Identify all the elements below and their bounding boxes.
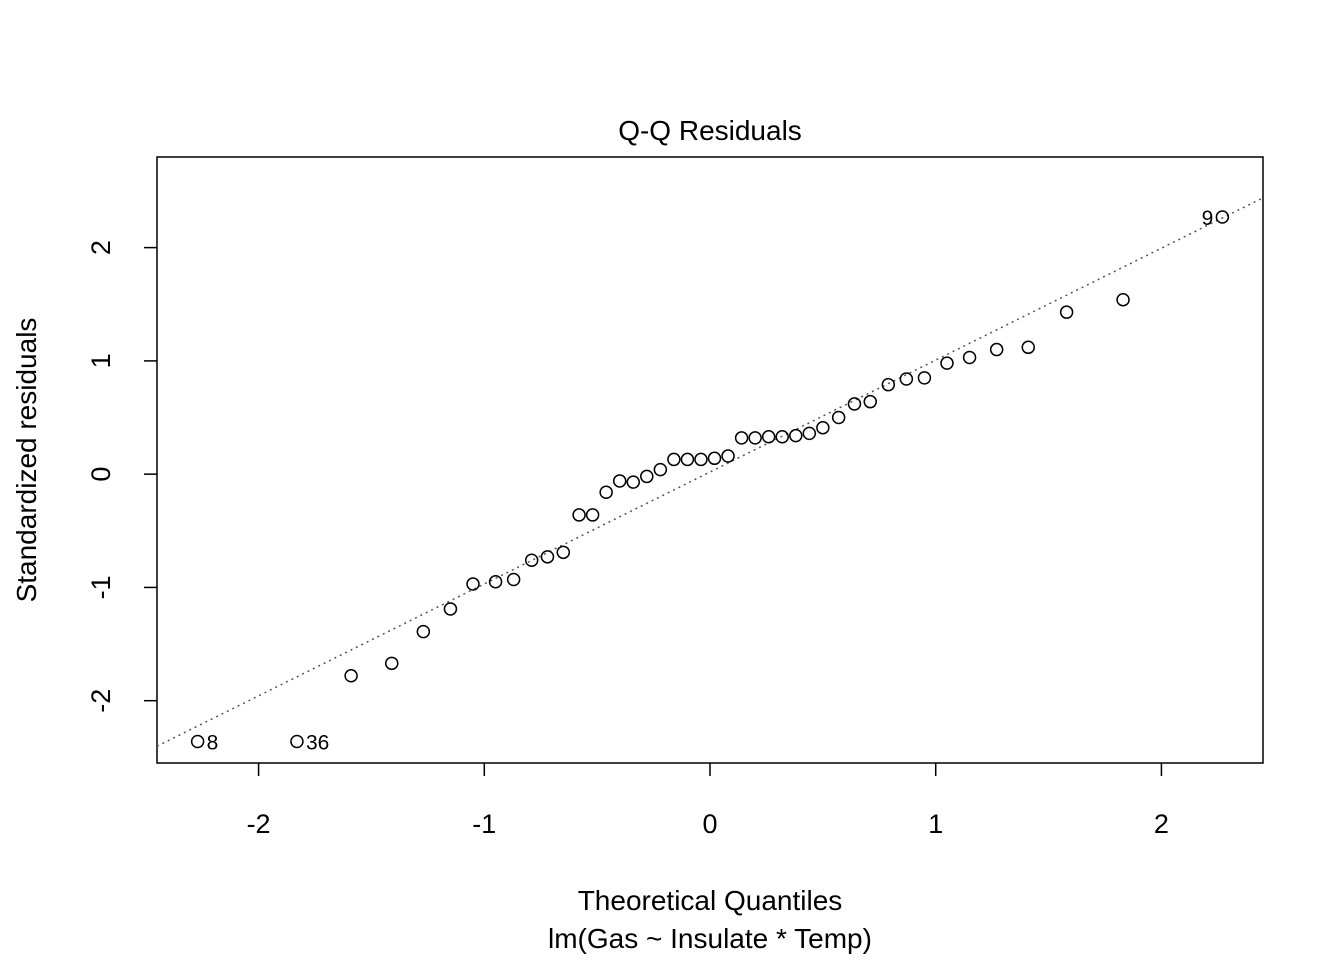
data-point (748, 431, 762, 445)
reference-line (156, 197, 1264, 747)
data-point (443, 602, 458, 616)
x-tick-label: -1 (472, 809, 496, 839)
x-axis: -2 -1 0 1 2 (247, 763, 1169, 839)
data-point (789, 428, 803, 443)
data-point (488, 575, 503, 589)
data-point (640, 469, 654, 484)
data-point (344, 669, 358, 683)
data-point (940, 356, 954, 370)
y-tick-label: -1 (86, 575, 116, 599)
data-point (847, 397, 862, 411)
data-point (881, 377, 896, 392)
data-point (1059, 305, 1074, 319)
data-point (816, 420, 830, 435)
y-axis: -2 -1 0 1 2 (86, 240, 157, 713)
x-axis-label: Theoretical Quantiles (578, 885, 843, 916)
x-tick-label: 1 (928, 809, 943, 839)
point-label: 36 (306, 731, 329, 754)
y-tick-label: 2 (86, 240, 116, 255)
data-point (506, 572, 521, 587)
data-point (680, 452, 695, 467)
data-point (572, 508, 586, 522)
data-point (1021, 340, 1036, 355)
data-point (524, 553, 539, 567)
data-point (707, 451, 722, 466)
data-point (585, 508, 600, 522)
data-points (190, 210, 1230, 749)
data-point (1116, 292, 1130, 307)
data-point (1215, 210, 1230, 224)
data-point (384, 656, 399, 671)
data-point (802, 426, 817, 441)
data-point (416, 624, 431, 639)
data-point (653, 462, 668, 477)
data-point (599, 485, 613, 500)
x-tick-label: -2 (247, 809, 271, 839)
data-point (466, 577, 480, 591)
data-point (556, 545, 571, 560)
chart-subtitle: lm(Gas ~ Insulate * Temp) (548, 923, 872, 954)
x-tick-label: 2 (1154, 809, 1169, 839)
data-point (863, 394, 878, 409)
plot-frame (156, 156, 1264, 764)
data-point (831, 410, 846, 425)
data-point (612, 474, 627, 488)
y-axis-label: Standardized residuals (11, 318, 42, 603)
x-tick-label: 0 (702, 809, 717, 839)
data-point (917, 371, 932, 385)
y-tick-label: 1 (86, 353, 116, 368)
data-point (290, 734, 304, 749)
data-point (962, 350, 977, 365)
data-point (734, 431, 749, 445)
data-point (626, 475, 641, 489)
y-tick-label: 0 (86, 467, 116, 482)
data-point (899, 372, 914, 386)
data-point (190, 734, 205, 749)
data-point (775, 430, 789, 444)
data-point (540, 550, 555, 564)
point-label: 8 (207, 731, 219, 754)
y-tick-label: -2 (86, 689, 116, 713)
point-labels: 8 36 9 (207, 207, 1214, 754)
data-point (989, 342, 1004, 357)
data-point (667, 452, 681, 467)
point-label: 9 (1202, 207, 1214, 230)
data-point (761, 430, 776, 444)
data-point (694, 452, 708, 467)
data-point (721, 449, 735, 463)
chart-title: Q-Q Residuals (618, 115, 802, 146)
